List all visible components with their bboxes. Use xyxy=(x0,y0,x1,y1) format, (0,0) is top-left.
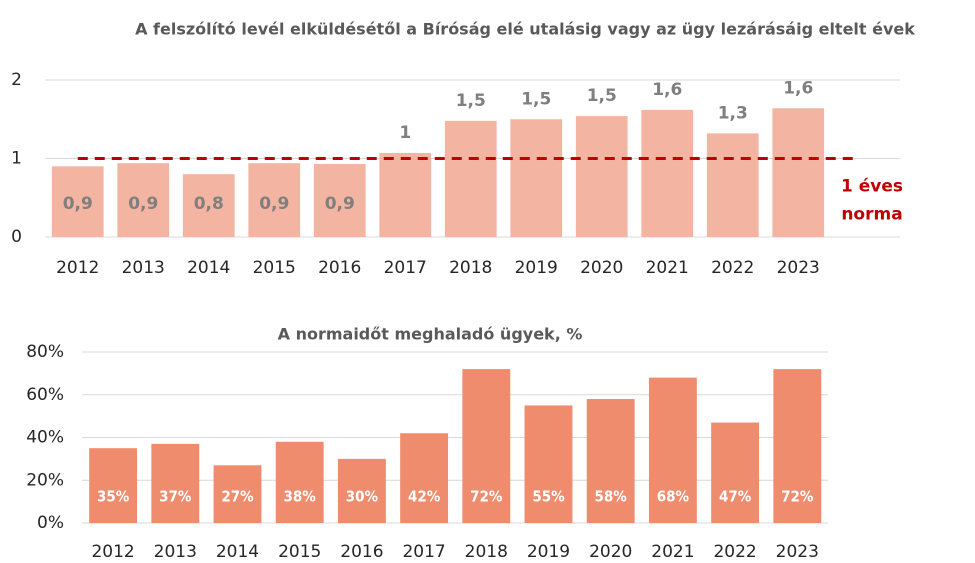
x-tick-label: 2018 xyxy=(465,542,508,562)
chart-title: A normaidőt meghaladó ügyek, % xyxy=(278,325,583,344)
y-tick-label: 0% xyxy=(37,513,64,533)
bar xyxy=(151,443,200,523)
value-label: 0,9 xyxy=(259,194,289,214)
bar xyxy=(444,120,497,237)
y-tick-label: 40% xyxy=(26,428,64,448)
bar xyxy=(182,174,235,237)
bar xyxy=(575,116,628,237)
x-tick-label: 2017 xyxy=(384,258,427,278)
x-tick-label: 2014 xyxy=(187,258,230,278)
y-tick-label: 20% xyxy=(26,470,64,490)
bar xyxy=(337,458,386,523)
x-tick-label: 2019 xyxy=(527,542,570,562)
x-tick-label: 2013 xyxy=(122,258,165,278)
value-label: 47% xyxy=(719,488,752,506)
bar xyxy=(524,405,573,523)
value-label: 1,5 xyxy=(521,89,551,109)
bar xyxy=(313,163,366,237)
x-tick-label: 2022 xyxy=(711,258,754,278)
bar xyxy=(648,377,697,523)
y-tick-label: 1 xyxy=(11,149,22,169)
bar xyxy=(51,166,104,237)
x-tick-label: 2016 xyxy=(340,542,383,562)
x-tick-label: 2016 xyxy=(318,258,361,278)
x-tick-label: 2015 xyxy=(253,258,296,278)
value-label: 1,6 xyxy=(783,78,813,98)
value-label: 55% xyxy=(532,488,565,506)
bar xyxy=(213,465,262,523)
value-label: 0,9 xyxy=(63,194,93,214)
bar xyxy=(711,422,760,523)
value-label: 1,6 xyxy=(652,80,682,100)
bar xyxy=(89,448,138,523)
bar xyxy=(586,399,635,523)
bar xyxy=(510,119,563,237)
x-tick-label: 2023 xyxy=(776,542,819,562)
x-tick-label: 2015 xyxy=(278,542,321,562)
value-label: 1,3 xyxy=(718,103,748,123)
y-tick-label: 0 xyxy=(11,227,22,247)
bar xyxy=(400,433,449,523)
bar xyxy=(641,109,694,237)
value-label: 35% xyxy=(97,488,130,506)
value-label: 27% xyxy=(221,488,254,506)
x-tick-label: 2012 xyxy=(91,542,134,562)
value-label: 58% xyxy=(595,488,628,506)
bar xyxy=(706,133,759,237)
value-label: 0,9 xyxy=(128,194,158,214)
bar xyxy=(117,163,170,237)
chart-title: A felszólító levél elküldésétől a Bírósá… xyxy=(135,20,915,39)
value-label: 1,5 xyxy=(456,91,486,111)
value-label: 37% xyxy=(159,488,192,506)
x-tick-label: 2021 xyxy=(651,542,694,562)
bar xyxy=(379,153,432,237)
value-label: 42% xyxy=(408,488,441,506)
value-label: 38% xyxy=(284,488,317,506)
y-tick-label: 80% xyxy=(26,342,64,362)
bar xyxy=(772,108,825,237)
norm-label: 1 éves xyxy=(841,177,903,197)
value-label: 30% xyxy=(346,488,379,506)
x-tick-label: 2013 xyxy=(154,542,197,562)
x-tick-label: 2012 xyxy=(56,258,99,278)
value-label: 72% xyxy=(470,488,503,506)
value-label: 1,5 xyxy=(587,86,617,106)
x-tick-label: 2023 xyxy=(777,258,820,278)
x-tick-label: 2020 xyxy=(580,258,623,278)
value-label: 68% xyxy=(657,488,690,506)
y-tick-label: 2 xyxy=(11,70,22,90)
x-tick-label: 2017 xyxy=(402,542,445,562)
bar xyxy=(773,369,822,523)
bar xyxy=(462,369,511,523)
value-label: 0,8 xyxy=(194,194,224,214)
x-tick-label: 2018 xyxy=(449,258,492,278)
bar xyxy=(275,441,324,523)
x-tick-label: 2014 xyxy=(216,542,259,562)
x-tick-label: 2022 xyxy=(713,542,756,562)
value-label: 1 xyxy=(399,123,411,143)
x-tick-label: 2021 xyxy=(646,258,689,278)
y-tick-label: 60% xyxy=(26,385,64,405)
x-tick-label: 2019 xyxy=(515,258,558,278)
bar xyxy=(248,163,301,237)
x-tick-label: 2020 xyxy=(589,542,632,562)
norm-label: norma xyxy=(841,205,902,225)
value-label: 72% xyxy=(781,488,814,506)
value-label: 0,9 xyxy=(325,194,355,214)
